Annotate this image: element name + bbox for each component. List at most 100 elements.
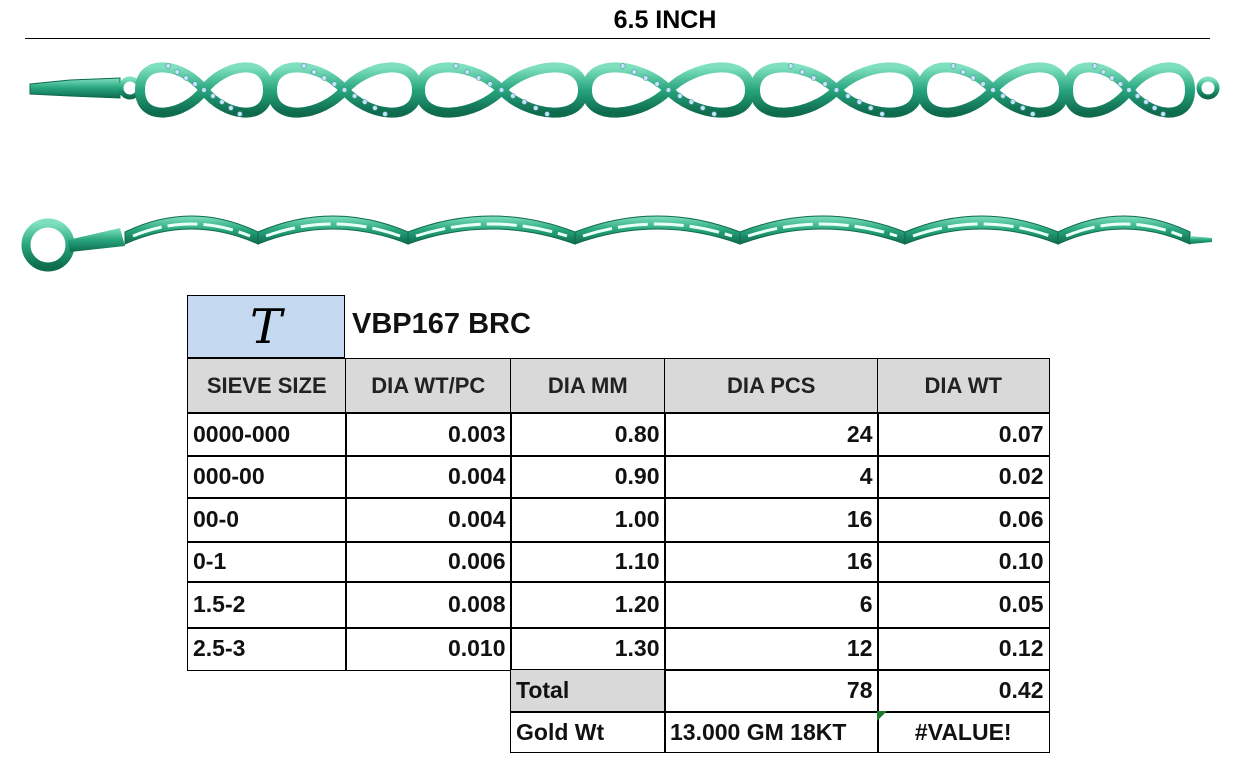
stone (237, 111, 243, 117)
stone (544, 111, 550, 117)
stone (1126, 87, 1132, 93)
stone (620, 63, 626, 69)
link-window (132, 222, 251, 238)
table-cell: 0.02 (877, 455, 1050, 499)
table-cell: 1.20 (510, 581, 666, 629)
stone (1160, 111, 1166, 117)
stone (174, 69, 180, 75)
stone (879, 111, 885, 117)
table-cell: 0.12 (877, 627, 1050, 671)
table-cell: 0.010 (345, 627, 512, 671)
table-cell: 0.90 (510, 455, 666, 499)
link-window (582, 222, 733, 238)
stone (950, 63, 956, 69)
table-cell: 1.30 (510, 627, 666, 671)
table-cell: 0.008 (345, 581, 512, 629)
stone (498, 87, 505, 93)
stone (856, 99, 863, 105)
link-side (1057, 215, 1191, 245)
table-cell: 00-0 (187, 497, 347, 543)
lobster-clasp (21, 218, 75, 272)
gold-value: 13.000 GM 18KT (664, 711, 879, 753)
infinity-link (1062, 62, 1196, 118)
clasp (29, 77, 121, 99)
table-cell: 000-00 (187, 455, 347, 499)
stone (642, 75, 649, 81)
stone (960, 69, 966, 75)
table-cell: 12 (664, 627, 879, 671)
stone (799, 69, 805, 75)
stone (1117, 81, 1124, 87)
stone (788, 63, 794, 69)
stone (654, 81, 660, 87)
title: 6.5 INCH (613, 6, 717, 34)
link-side (124, 215, 259, 245)
stone (1109, 75, 1115, 81)
stone (453, 63, 459, 69)
link-window (747, 222, 898, 238)
table-cell: 0.004 (345, 455, 512, 499)
stone (833, 87, 840, 93)
stone (1100, 69, 1107, 75)
table-cell: 0.003 (345, 412, 512, 457)
bracelet-renders (21, 62, 1220, 272)
column-header: DIA WT/PC (345, 358, 512, 414)
total-label: Total (510, 669, 666, 713)
stone (1143, 99, 1149, 105)
stone (1030, 111, 1036, 117)
table-cell: 0.80 (510, 412, 666, 457)
table-cell: 16 (664, 541, 879, 583)
stone (341, 87, 348, 93)
stone (533, 105, 539, 111)
stone (351, 93, 358, 99)
stone (990, 87, 996, 93)
stone (464, 69, 470, 75)
table-cell: 1.5-2 (187, 581, 347, 629)
stone (487, 81, 493, 87)
stone (677, 93, 683, 99)
table-cell: 0.05 (877, 581, 1050, 629)
stone (183, 75, 189, 81)
stone (210, 93, 216, 99)
stone (301, 63, 307, 69)
table-cell: 2.5-3 (187, 627, 347, 671)
stone (1134, 93, 1141, 99)
bracelet-side-view (21, 215, 1212, 272)
table-cell: 0.10 (877, 541, 1050, 583)
ring (1196, 76, 1220, 100)
stone (700, 105, 706, 111)
stone (362, 99, 368, 105)
clasp-arm (68, 228, 125, 252)
stone (321, 75, 327, 81)
stone (165, 63, 171, 69)
table-cell: 1.10 (510, 541, 666, 583)
stone (1000, 93, 1006, 99)
stone (201, 87, 207, 93)
stone (311, 69, 317, 75)
stone (822, 81, 828, 87)
stone (810, 75, 817, 81)
column-header: DIA WT (877, 358, 1050, 414)
stone (980, 81, 986, 87)
link-window (265, 222, 401, 238)
stone (1010, 99, 1016, 105)
gold-result: #VALUE! (877, 711, 1050, 753)
table-cell: 24 (664, 412, 879, 457)
stone (475, 75, 482, 81)
table-cell: 0.006 (345, 541, 512, 583)
total-weight: 0.42 (877, 669, 1050, 713)
cell-flag (877, 711, 887, 721)
column-header: DIA PCS (664, 358, 879, 414)
stone (382, 111, 388, 117)
stone (331, 81, 338, 87)
stone (631, 69, 637, 75)
stone (1092, 63, 1098, 69)
title-rule (25, 38, 1210, 39)
table-cell: 0.004 (345, 497, 512, 543)
stone (665, 87, 672, 93)
stone (510, 93, 516, 99)
table-cell: 0-1 (187, 541, 347, 583)
table-cell: 16 (664, 497, 879, 543)
stone (228, 105, 234, 111)
